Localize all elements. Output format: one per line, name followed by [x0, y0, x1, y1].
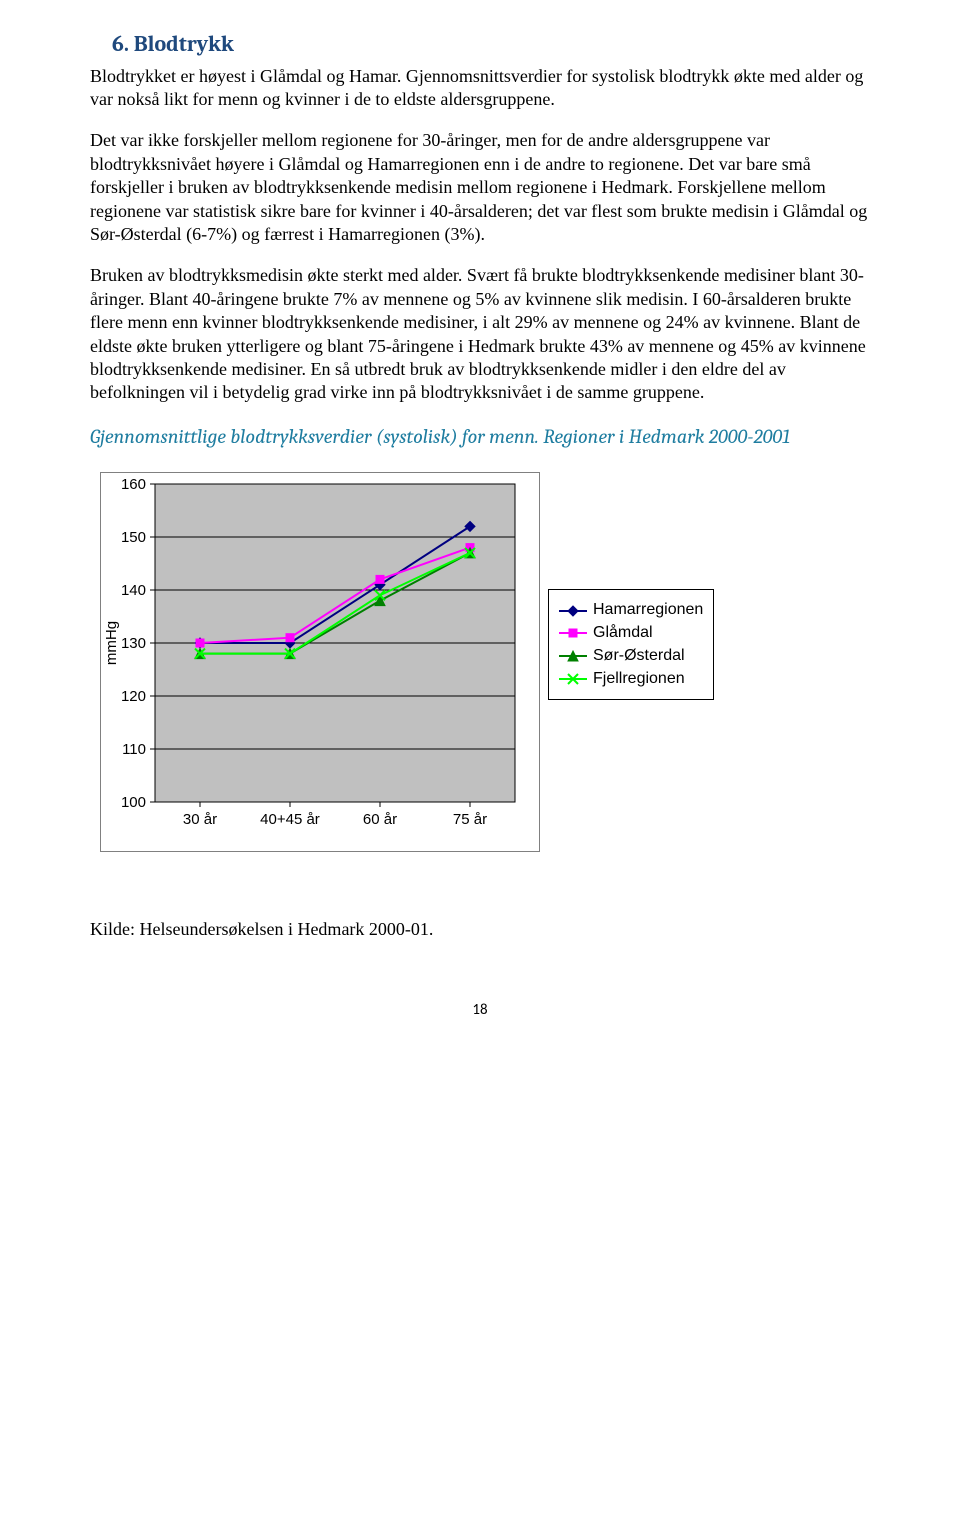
- paragraph-1: Blodtrykket er høyest i Glåmdal og Hamar…: [90, 65, 870, 112]
- paragraph-3: Bruken av blodtrykksmedisin økte sterkt …: [90, 264, 870, 404]
- svg-text:mmHg: mmHg: [103, 621, 120, 665]
- legend-swatch: [559, 605, 587, 617]
- legend-label: Sør-Østerdal: [593, 646, 685, 667]
- legend-item: Glåmdal: [559, 623, 703, 644]
- svg-text:120: 120: [121, 688, 146, 705]
- svg-text:110: 110: [122, 741, 146, 758]
- legend-swatch: [559, 650, 587, 662]
- chart-wrapper: 100 110 120 130 140 150 160 30 år 40+45 år 60 år 7…: [100, 472, 870, 858]
- svg-text:100: 100: [121, 794, 146, 811]
- svg-text:130: 130: [121, 635, 146, 652]
- chart-title: Gjennomsnittlige blodtrykksverdier (syst…: [90, 423, 870, 450]
- legend-item: Fjellregionen: [559, 669, 703, 690]
- svg-text:140: 140: [121, 582, 146, 599]
- paragraph-2: Det var ikke forskjeller mellom regionen…: [90, 129, 870, 246]
- legend-swatch: [559, 627, 587, 639]
- legend-item: Sør-Østerdal: [559, 646, 703, 667]
- legend-swatch: [559, 673, 587, 685]
- svg-text:75 år: 75 år: [453, 811, 487, 828]
- page-number: 18: [90, 1001, 870, 1021]
- legend-label: Fjellregionen: [593, 669, 685, 690]
- chart-legend: HamarregionenGlåmdalSør-ØsterdalFjellreg…: [548, 589, 714, 700]
- chart-svg: 100 110 120 130 140 150 160 30 år 40+45 år 60 år 7…: [100, 472, 540, 852]
- svg-text:60 år: 60 år: [363, 811, 397, 828]
- svg-text:30 år: 30 år: [183, 811, 217, 828]
- svg-text:40+45 år: 40+45 år: [260, 811, 320, 828]
- legend-item: Hamarregionen: [559, 600, 703, 621]
- legend-label: Glåmdal: [593, 623, 653, 644]
- source-line: Kilde: Helseundersøkelsen i Hedmark 2000…: [90, 918, 870, 941]
- section-heading: 6. Blodtrykk: [90, 30, 870, 59]
- legend-label: Hamarregionen: [593, 600, 703, 621]
- svg-text:150: 150: [121, 529, 146, 546]
- line-chart: 100 110 120 130 140 150 160 30 år 40+45 år 60 år 7…: [100, 472, 540, 858]
- svg-text:160: 160: [121, 476, 146, 493]
